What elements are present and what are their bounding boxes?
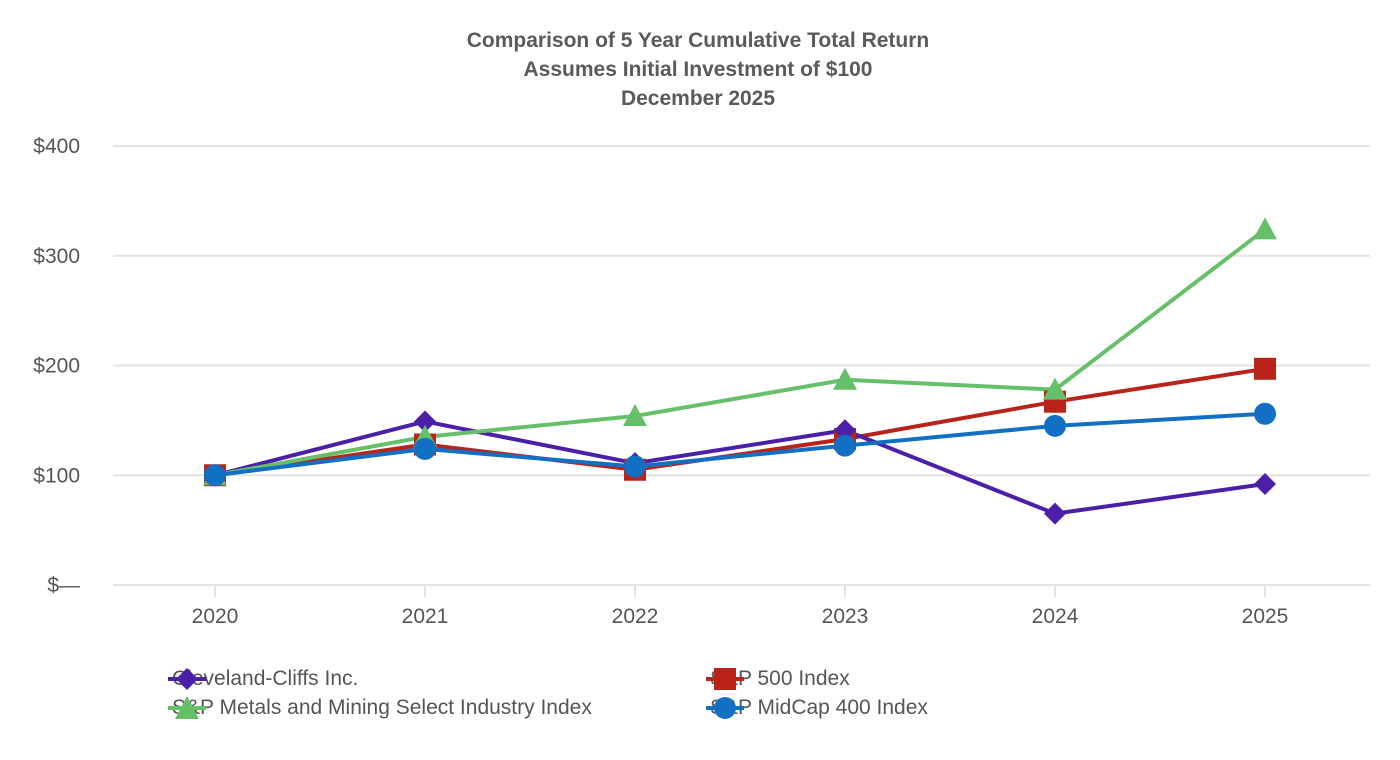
data-point-circle	[1044, 414, 1066, 437]
x-tick-label: 2022	[612, 605, 659, 628]
data-point-diamond	[414, 410, 436, 433]
data-point-triangle	[1253, 217, 1277, 240]
y-tick-label: $100	[33, 464, 80, 487]
data-point-triangle	[833, 367, 857, 390]
data-point-circle	[1254, 402, 1276, 425]
data-point-diamond	[834, 419, 856, 442]
series-line-3	[214, 411, 1266, 478]
data-point-diamond	[1254, 473, 1276, 496]
chart-title-line-3: December 2025	[620, 87, 776, 110]
y-tick-label: $400	[33, 135, 80, 158]
data-point-square	[1254, 357, 1276, 380]
series-line-2	[214, 227, 1267, 478]
y-tick-label: $200	[33, 355, 80, 378]
data-point-diamond	[1044, 502, 1066, 525]
series-line-0	[214, 419, 1266, 516]
x-tick-label: 2020	[192, 605, 239, 628]
x-tick-label: 2025	[1242, 605, 1289, 628]
data-point-circle	[204, 464, 226, 487]
data-point-circle	[414, 437, 436, 460]
y-tick-label: $300	[33, 245, 80, 268]
chart-title-line-2: Assumes Initial Investment of $100	[523, 58, 873, 81]
chart-title-line-1: Comparison of 5 Year Cumulative Total Re…	[466, 29, 930, 52]
x-tick-label: 2021	[402, 605, 449, 628]
data-point-triangle	[1043, 377, 1067, 400]
y-tick-label: $—	[47, 574, 80, 597]
x-tick-label: 2024	[1032, 605, 1079, 628]
data-point-triangle	[623, 403, 647, 426]
chart-title: Comparison of 5 Year Cumulative Total Re…	[0, 26, 1396, 113]
x-tick-label: 2023	[822, 605, 869, 628]
data-point-circle	[834, 434, 856, 457]
data-point-circle	[624, 455, 646, 478]
